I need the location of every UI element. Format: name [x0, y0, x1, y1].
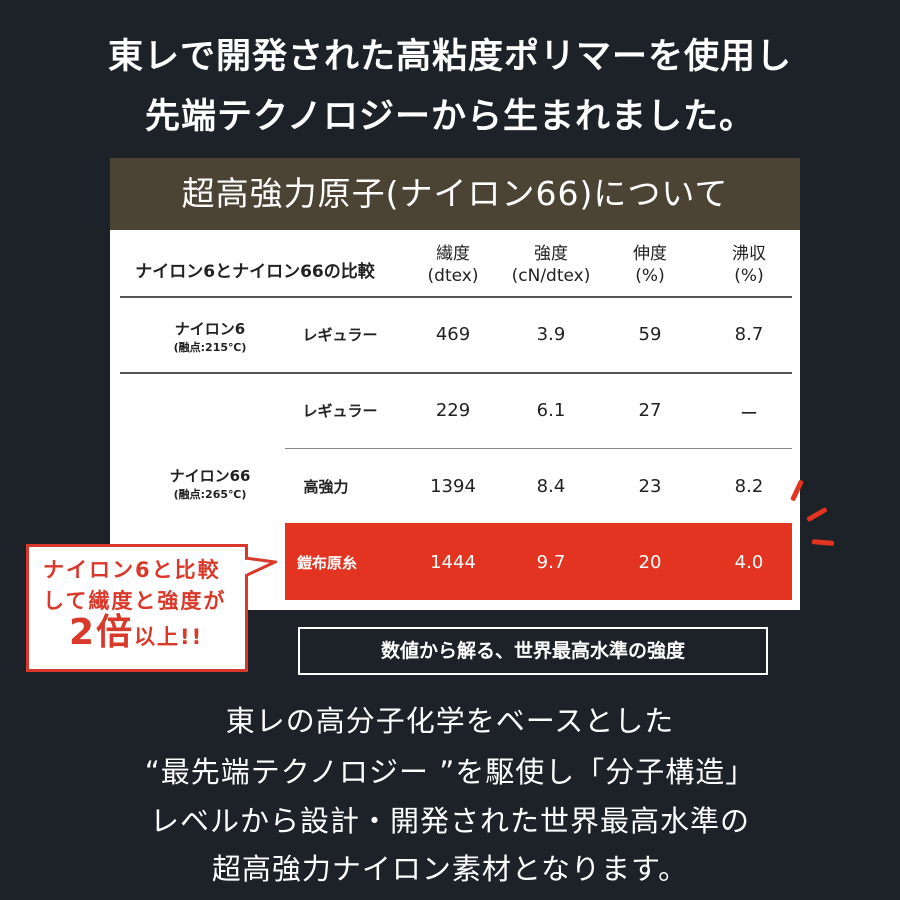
- col-header-fineness: 繊度 (dtex): [427, 244, 479, 286]
- table-row-highlighted: 鎧布原糸 1444 9.7 20 4.0: [285, 523, 792, 600]
- callout-pointer: [245, 556, 277, 578]
- col-header-shrinkage: 沸収 (%): [732, 244, 766, 286]
- body-text-line-3: レベルから設計・開発された世界最高水準の: [149, 804, 750, 838]
- strength-label-box: 数値から解る、世界最高水準の強度: [298, 627, 768, 675]
- col-header-strength: 強度 (cN/dtex): [511, 244, 591, 286]
- body-text-line-2: “最先端テクノロジー ”を駆使し「分子構造」: [144, 755, 756, 789]
- headline-line-2: 先端テクノロジーから生まれました。: [145, 97, 755, 137]
- divider: [120, 296, 792, 298]
- divider: [285, 448, 792, 449]
- section-title: 超高強力原子(ナイロン66)について: [110, 158, 800, 230]
- body-text-line-1: 東レの高分子化学をベースとした: [225, 704, 675, 738]
- divider: [120, 372, 792, 374]
- callout-bubble: ナイロン6と比較 して繊度と強度が 2倍以上!!: [26, 544, 248, 672]
- body-text-line-4: 超高強力ナイロン素材となります。: [211, 852, 689, 886]
- group-nylon6: ナイロン6 (融点:215℃): [173, 320, 247, 354]
- table-caption: ナイロン6とナイロン66の比較: [135, 262, 375, 282]
- headline-line-1: 東レで開発された高粘度ポリマーを使用し: [107, 37, 792, 77]
- group-nylon66: ナイロン66 (融点:265℃): [169, 467, 251, 501]
- col-header-elongation: 伸度 (%): [633, 244, 667, 286]
